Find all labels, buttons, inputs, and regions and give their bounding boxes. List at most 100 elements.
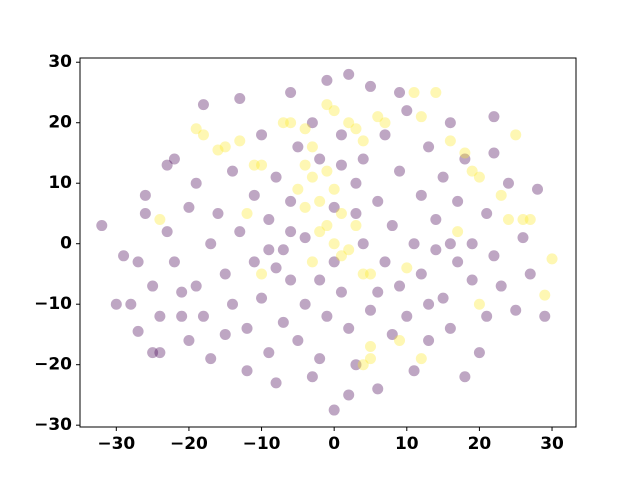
scatter-point	[466, 165, 478, 177]
scatter-point	[314, 226, 326, 238]
scatter-point	[408, 238, 420, 250]
scatter-point	[539, 289, 551, 301]
scatter-point	[118, 250, 130, 262]
scatter-point	[357, 153, 369, 165]
y-tick-label: 30	[48, 52, 72, 72]
scatter-point	[372, 383, 384, 395]
scatter-point	[234, 226, 246, 238]
scatter-point	[415, 268, 427, 280]
scatter-point	[328, 238, 340, 250]
scatter-point	[488, 111, 500, 123]
scatter-point	[444, 322, 456, 334]
scatter-point	[306, 117, 318, 129]
scatter-point	[430, 86, 442, 98]
scatter-point	[357, 268, 369, 280]
scatter-point	[408, 365, 420, 377]
scatter-point	[401, 310, 413, 322]
scatter-point	[241, 207, 253, 219]
scatter-point	[524, 268, 536, 280]
scatter-point	[147, 280, 159, 292]
scatter-point	[350, 220, 362, 232]
scatter-point	[357, 359, 369, 371]
scatter-point	[415, 111, 427, 123]
scatter-point	[444, 238, 456, 250]
scatter-point	[502, 214, 514, 226]
scatter-point	[350, 177, 362, 189]
scatter-point	[219, 268, 231, 280]
scatter-point	[321, 99, 333, 111]
scatter-point	[306, 256, 318, 268]
scatter-point	[263, 214, 275, 226]
scatter-point	[394, 334, 406, 346]
scatter-point	[444, 117, 456, 129]
scatter-point	[321, 310, 333, 322]
scatter-point	[364, 304, 376, 316]
scatter-point	[328, 201, 340, 213]
scatter-point	[343, 68, 355, 80]
scatter-point	[277, 117, 289, 129]
scatter-point	[343, 244, 355, 256]
scatter-point	[394, 280, 406, 292]
scatter-point	[285, 195, 297, 207]
scatter-point	[277, 316, 289, 328]
x-tick-label: 30	[540, 434, 564, 454]
scatter-point	[430, 214, 442, 226]
scatter-point	[386, 328, 398, 340]
scatter-point	[466, 274, 478, 286]
scatter-point	[161, 226, 173, 238]
scatter-point	[256, 268, 268, 280]
scatter-point	[154, 310, 166, 322]
scatter-point	[234, 93, 246, 105]
scatter-point	[357, 238, 369, 250]
scatter-point	[292, 334, 304, 346]
scatter-point	[364, 341, 376, 353]
scatter-point	[532, 183, 544, 195]
scatter-point	[205, 238, 217, 250]
scatter-point	[372, 286, 384, 298]
y-tick-label: 20	[48, 113, 72, 133]
scatter-point	[335, 207, 347, 219]
x-tick-label: −10	[243, 434, 281, 454]
scatter-point	[481, 310, 493, 322]
scatter-point	[343, 117, 355, 129]
scatter-point	[306, 371, 318, 383]
scatter-point	[437, 171, 449, 183]
scatter-point	[314, 353, 326, 365]
scatter-point	[299, 298, 311, 310]
x-tick-label: 20	[468, 434, 492, 454]
scatter-point	[350, 123, 362, 135]
scatter-point	[277, 244, 289, 256]
scatter-point	[285, 117, 297, 129]
scatter-point	[212, 144, 224, 156]
scatter-point	[147, 347, 159, 359]
scatter-point	[473, 171, 485, 183]
scatter-point	[401, 105, 413, 117]
scatter-point	[372, 195, 384, 207]
scatter-point	[263, 347, 275, 359]
scatter-point	[132, 325, 144, 337]
scatter-point	[452, 256, 464, 268]
y-tick-label: 0	[60, 234, 72, 254]
scatter-point	[197, 310, 209, 322]
scatter-point	[379, 117, 391, 129]
scatter-point	[321, 74, 333, 86]
scatter-point	[372, 111, 384, 123]
scatter-point	[314, 153, 326, 165]
scatter-point	[183, 201, 195, 213]
scatter-point	[415, 353, 427, 365]
scatter-point	[444, 135, 456, 147]
scatter-point	[502, 177, 514, 189]
scatter-point	[234, 135, 246, 147]
scatter-point	[219, 141, 231, 153]
plot-frame	[79, 57, 577, 428]
scatter-point	[110, 298, 122, 310]
scatter-point	[248, 189, 260, 201]
scatter-point	[357, 135, 369, 147]
scatter-point	[350, 207, 362, 219]
scatter-point	[495, 280, 507, 292]
scatter-point	[423, 334, 435, 346]
scatter-point	[481, 207, 493, 219]
scatter-point	[154, 214, 166, 226]
y-tick-label: 10	[48, 173, 72, 193]
